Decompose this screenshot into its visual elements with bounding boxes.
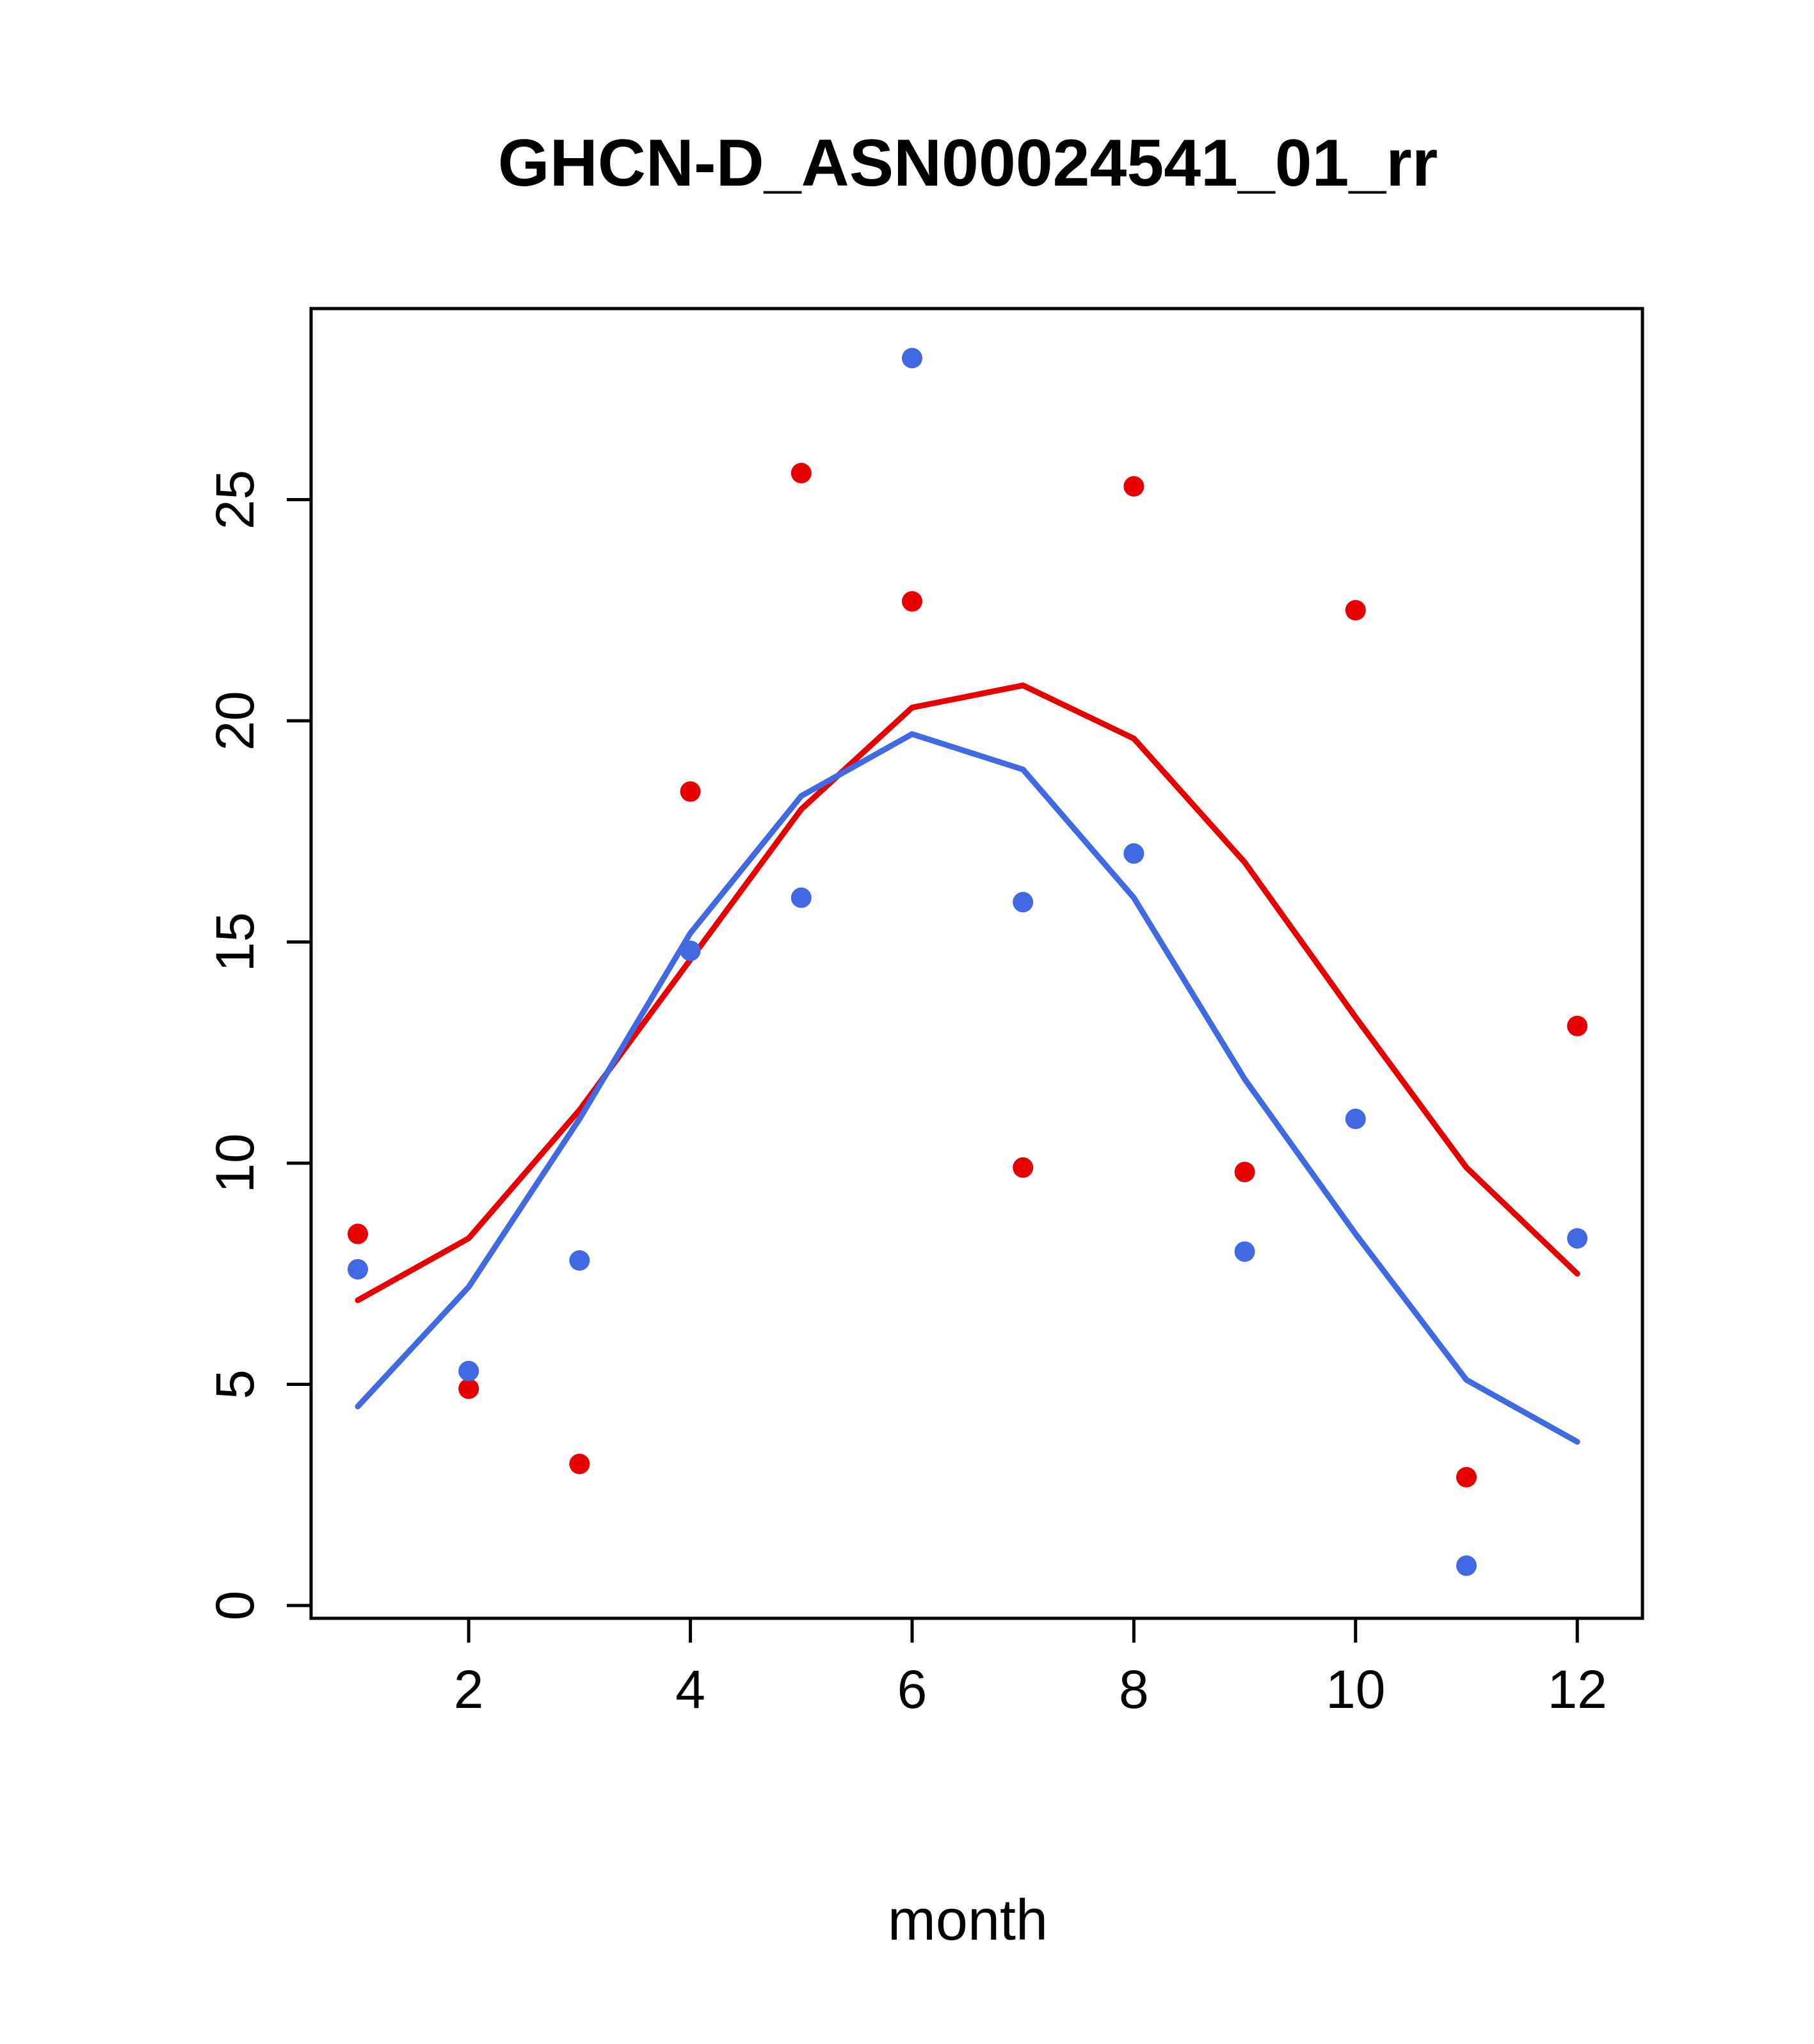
red-smooth-line (355, 682, 1580, 1303)
red-point (1567, 1015, 1588, 1036)
plot-border (309, 307, 1644, 1620)
red-point (1013, 1157, 1034, 1178)
y-tick-label: 0 (205, 1591, 265, 1621)
x-tick-label: 6 (897, 1659, 927, 1719)
x-tick-label: 4 (675, 1659, 705, 1719)
x-axis-label: month (888, 1888, 1048, 1952)
axis-ticks: 2 4 6 8 10 12 0 5 10 15 20 25 (205, 470, 1607, 1719)
blue-point (569, 1250, 590, 1271)
scatter-points-layer (348, 348, 1588, 1576)
red-point (1345, 600, 1366, 621)
y-tick-label: 15 (205, 912, 265, 972)
blue-point (680, 940, 701, 962)
x-tick-label: 2 (454, 1659, 484, 1719)
red-point (902, 591, 922, 612)
red-point (569, 1453, 590, 1474)
red-point (1456, 1467, 1477, 1488)
blue-point (1345, 1108, 1366, 1129)
x-tick-label: 10 (1326, 1659, 1385, 1719)
blue-point (458, 1360, 479, 1381)
blue-point (902, 348, 922, 369)
chart-title: GHCN-D_ASN00024541_01_rr (498, 126, 1438, 200)
y-tick-label: 25 (205, 470, 265, 529)
x-tick-label: 12 (1547, 1659, 1607, 1719)
red-point (1123, 476, 1144, 497)
y-tick-label: 20 (205, 691, 265, 750)
red-point (458, 1378, 479, 1399)
x-tick-label: 8 (1119, 1659, 1149, 1719)
blue-point (1123, 843, 1144, 864)
y-tick-label: 5 (205, 1369, 265, 1399)
red-point (348, 1223, 368, 1244)
blue-point (1456, 1555, 1477, 1576)
blue-point (1013, 892, 1034, 913)
blue-point (791, 887, 812, 908)
blue-point (1234, 1241, 1255, 1262)
line-series-layer (355, 682, 1580, 1445)
blue-smooth-line (355, 731, 1580, 1445)
y-tick-label: 10 (205, 1133, 265, 1193)
red-point (791, 463, 812, 484)
red-point (1234, 1161, 1255, 1182)
blue-point (1567, 1228, 1588, 1249)
blue-point (348, 1259, 368, 1280)
red-point (680, 781, 701, 802)
